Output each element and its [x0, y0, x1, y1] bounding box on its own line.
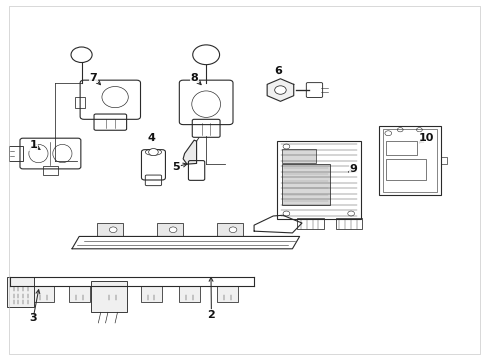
Circle shape: [169, 227, 177, 233]
Circle shape: [229, 227, 236, 233]
Bar: [97, 223, 123, 237]
Circle shape: [148, 149, 158, 156]
Circle shape: [274, 86, 285, 94]
Bar: [297, 218, 323, 229]
Bar: [75, 97, 85, 108]
Bar: [217, 286, 238, 302]
Text: 6: 6: [274, 66, 282, 76]
Bar: [91, 280, 127, 312]
Bar: [385, 159, 426, 180]
Text: 7: 7: [89, 73, 97, 83]
Bar: [102, 286, 123, 302]
Text: 2: 2: [206, 310, 214, 320]
Text: 8: 8: [190, 73, 198, 83]
Bar: [68, 286, 89, 302]
Circle shape: [347, 211, 354, 216]
Text: 10: 10: [418, 133, 433, 143]
Bar: [179, 286, 200, 302]
Text: 5: 5: [172, 162, 180, 172]
Bar: [217, 223, 243, 237]
Bar: [378, 126, 440, 195]
Text: 3: 3: [29, 313, 37, 323]
Circle shape: [283, 211, 289, 216]
Circle shape: [109, 227, 117, 233]
Bar: [7, 277, 34, 307]
Bar: [382, 129, 436, 192]
Bar: [440, 157, 446, 164]
Bar: [281, 164, 329, 205]
Bar: [33, 286, 54, 302]
Bar: [9, 147, 23, 161]
Bar: [335, 218, 361, 229]
Bar: [276, 141, 360, 219]
Polygon shape: [266, 79, 293, 101]
Bar: [140, 286, 161, 302]
Bar: [43, 166, 58, 175]
Bar: [157, 223, 183, 237]
Bar: [281, 149, 315, 163]
Text: 9: 9: [349, 165, 357, 174]
Circle shape: [283, 144, 289, 149]
Bar: [385, 141, 416, 155]
Text: 1: 1: [30, 140, 38, 150]
Polygon shape: [183, 140, 196, 164]
Text: 4: 4: [147, 133, 155, 143]
